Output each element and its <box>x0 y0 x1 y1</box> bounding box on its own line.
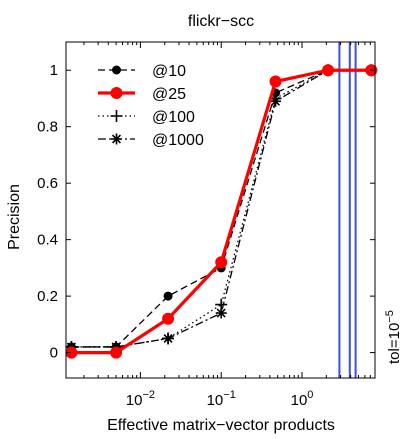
plot-frame <box>65 41 376 379</box>
y-tick-label: 0.4 <box>37 232 58 249</box>
x-tick-label: 100 <box>291 389 314 409</box>
legend-marker <box>111 133 122 145</box>
tolerance-annotation: tol=10−5 <box>384 310 403 364</box>
legend-label: @1000 <box>152 132 204 149</box>
chart-title: flickr−scc <box>188 13 254 30</box>
data-point-at1000 <box>162 332 174 344</box>
legend: @10 @25 @100 @1000 <box>98 63 204 149</box>
y-tick-label: 0.2 <box>37 288 58 305</box>
data-point-at25 <box>162 312 175 325</box>
series-at25 <box>65 64 378 359</box>
legend-marker <box>110 110 123 122</box>
data-point-at25 <box>269 75 282 88</box>
data-point-at1000 <box>215 307 227 319</box>
data-point-at25 <box>110 346 123 359</box>
data-point-at10 <box>163 291 173 301</box>
x-tick-label: 10−1 <box>207 389 236 409</box>
vertical-lines <box>338 42 357 378</box>
data-point-at25 <box>322 64 335 77</box>
x-axis: 10−2 10−1 100 <box>83 42 376 409</box>
data-point-at25 <box>215 256 228 269</box>
legend-marker <box>112 65 121 75</box>
y-tick-label: 0.6 <box>37 175 58 192</box>
y-tick-label: 1 <box>50 62 58 79</box>
legend-item-at100: @100 <box>98 109 195 126</box>
annotation-base: tol=10 <box>386 323 403 364</box>
legend-label: @25 <box>152 86 186 103</box>
y-axis: 0 0.2 0.4 0.6 0.8 1 <box>37 62 375 362</box>
legend-item-at1000: @1000 <box>98 132 204 149</box>
legend-item-at25: @25 <box>98 86 186 103</box>
plot-series <box>65 64 378 359</box>
x-axis-label: Effective matrix−vector products <box>107 417 335 434</box>
legend-marker <box>110 87 123 99</box>
legend-label: @100 <box>152 109 195 126</box>
series-at1000 <box>65 64 377 353</box>
annotation-exponent: −5 <box>384 310 396 323</box>
x-tick-label: 10−2 <box>126 389 155 409</box>
data-point-at1000 <box>270 95 282 107</box>
y-axis-label: Precision <box>6 184 23 250</box>
y-tick-label: 0 <box>50 345 58 362</box>
legend-item-at10: @10 <box>98 63 186 80</box>
y-tick-label: 0.8 <box>37 119 58 136</box>
legend-label: @10 <box>152 63 186 80</box>
